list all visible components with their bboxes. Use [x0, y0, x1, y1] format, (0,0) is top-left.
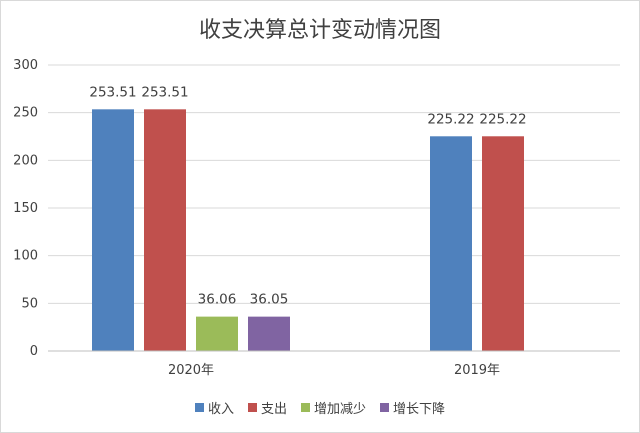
data-label: 225.22	[427, 111, 474, 127]
data-label: 36.06	[198, 292, 237, 308]
y-tick-label: 300	[13, 58, 38, 73]
data-label: 253.51	[89, 84, 136, 100]
bars	[92, 109, 524, 351]
legend-swatch	[380, 403, 390, 412]
data-label: 225.22	[479, 111, 526, 127]
data-label: 253.51	[141, 84, 188, 100]
bar-增长下降-2020年	[248, 316, 290, 351]
legend-label: 增长下降	[393, 402, 446, 417]
data-labels: 253.51 253.51 36.06 36.05 225.22 225.22	[89, 84, 526, 307]
y-tick-label: 100	[13, 249, 38, 264]
y-tick-label: 200	[13, 153, 38, 168]
x-tick-label: 2020年	[168, 363, 214, 378]
legend-label: 收入	[207, 402, 234, 417]
y-tick-label: 50	[21, 296, 38, 311]
y-tick-label: 250	[13, 106, 38, 121]
x-tick-label: 2019年	[454, 363, 500, 378]
bar-增加减少-2020年	[196, 316, 238, 351]
legend-label: 支出	[260, 402, 287, 417]
data-label: 36.05	[250, 292, 289, 308]
legend-item: 增加减少	[301, 398, 366, 417]
bar-收入-2019年	[430, 136, 472, 351]
legend-item: 支出	[247, 398, 287, 417]
x-axis-ticks: 2020年 2019年	[48, 350, 620, 378]
y-tick-label: 0	[30, 344, 38, 359]
legend-item: 收入	[194, 398, 234, 417]
bar-支出-2020年	[144, 109, 186, 351]
legend-item: 增长下降	[380, 398, 445, 417]
bar-收入-2020年	[92, 109, 134, 351]
legend-swatch	[247, 403, 257, 412]
y-tick-label: 150	[13, 201, 38, 216]
bar-支出-2019年	[482, 136, 524, 351]
y-axis-ticks: 0 50 100 150 200 250 300	[13, 58, 38, 359]
legend: 收入 支出 增加减少 增长下降	[0, 398, 640, 417]
chart-title: 收支决算总计变动情况图	[198, 18, 441, 43]
legend-label: 增加减少	[314, 402, 367, 417]
legend-swatch	[194, 403, 204, 412]
gridlines	[48, 64, 620, 352]
legend-swatch	[301, 403, 310, 412]
